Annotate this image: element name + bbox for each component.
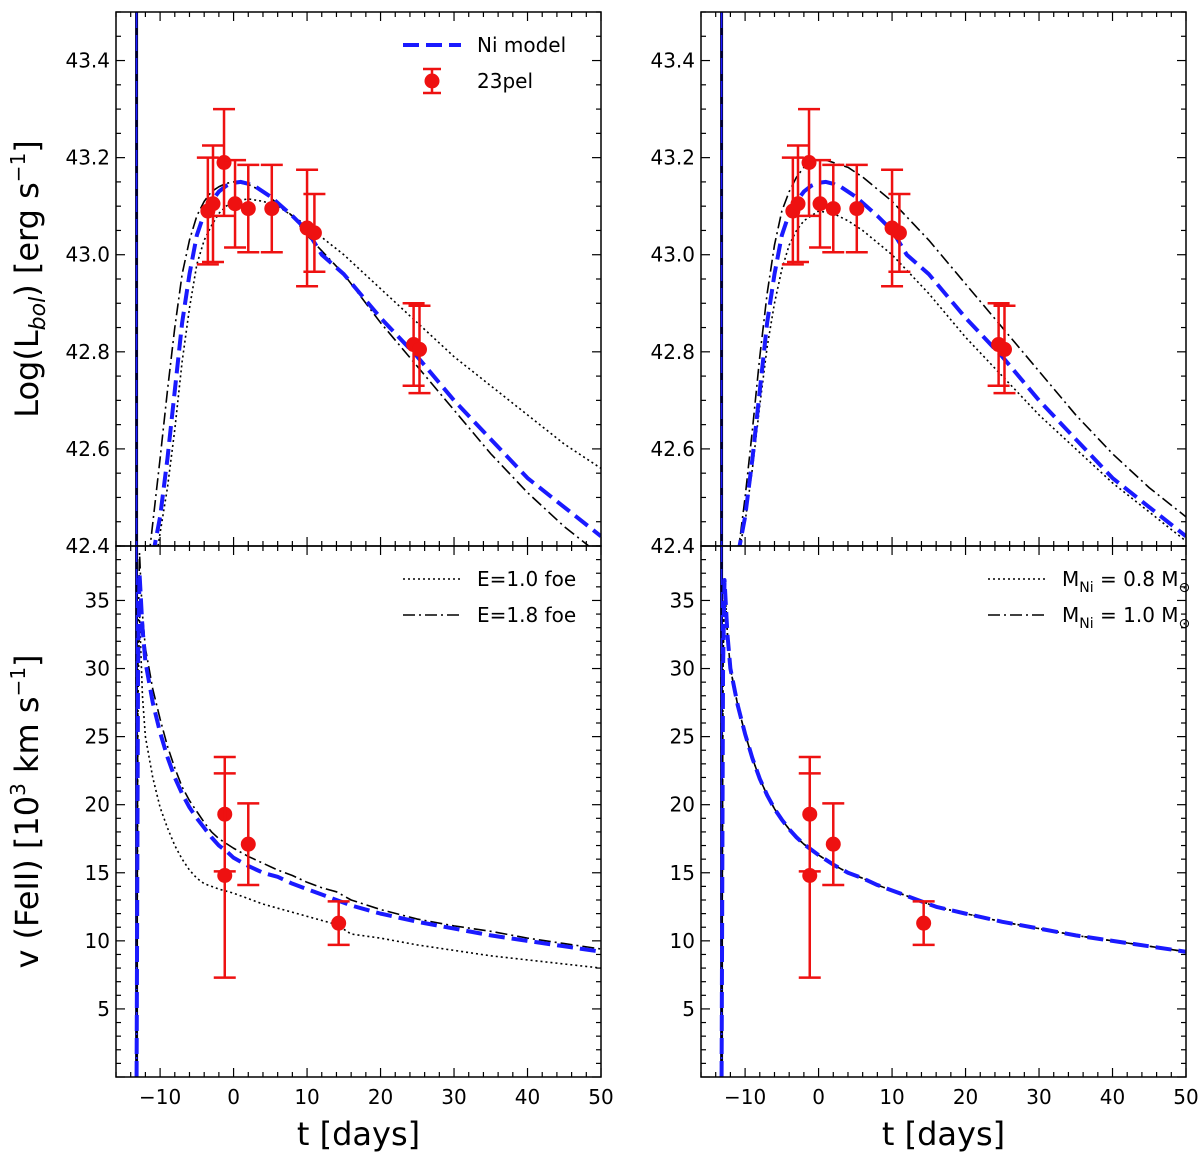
- panel-bottom-left: −10 0 10 20 30 40 50 5 10 15 20 25 30 35 t [days] v (Fe…: [6, 545, 614, 1153]
- x-tick-label: −10: [724, 1085, 766, 1109]
- x-tick-label: 40: [1100, 1085, 1125, 1109]
- y-tick-label: 5: [682, 997, 695, 1021]
- series-line-dotted: [157, 198, 601, 546]
- series-line-dashed: [719, 578, 1186, 1077]
- series-line-dotted: [739, 210, 1186, 546]
- data-point: [411, 341, 427, 357]
- data-point: [825, 836, 841, 852]
- x-tick-label: 20: [953, 1085, 978, 1109]
- x-tick-label: 30: [441, 1085, 466, 1109]
- data-point: [916, 915, 932, 931]
- data-point: [790, 196, 806, 212]
- y-tick-label: 35: [670, 588, 695, 612]
- x-tick-label: 50: [588, 1085, 613, 1109]
- y-tick-label: 25: [85, 725, 110, 749]
- plot-area: [719, 546, 1186, 1077]
- data-point: [240, 201, 256, 217]
- panel-top-right: 42.6 42.8 43.0 43.2 43.4 42.4: [650, 11, 1187, 558]
- data-point: [996, 341, 1012, 357]
- legend: E=1.0 foe E=1.8 foe: [403, 567, 576, 627]
- y-tick-label: 42.4: [650, 534, 695, 558]
- data-point: [891, 225, 907, 241]
- plot-area: [134, 546, 601, 1077]
- data-point: [205, 196, 221, 212]
- y-tick-label: 42.6: [65, 437, 110, 461]
- series-line-dashed: [134, 571, 601, 1077]
- data-point: [227, 196, 243, 212]
- x-axis-label: t [days]: [297, 1115, 420, 1153]
- legend-label: E=1.8 foe: [477, 603, 576, 627]
- y-tick-label: 15: [670, 861, 695, 885]
- y-tick-label: 42.8: [650, 340, 695, 364]
- axes-frame: [700, 545, 1187, 1078]
- panel-bottom-right: −10 0 10 20 30 40 50 5 10 15 20 25 30 35 t [days] MNi =…: [670, 545, 1199, 1153]
- x-axis-label: t [days]: [882, 1115, 1005, 1153]
- series-line-dashdot: [149, 181, 591, 546]
- panel-top-left: 42.6 42.8 43.0 43.2 43.4 42.4 Log(Lbol) [erg s…: [6, 11, 602, 558]
- series-line-dashdot: [135, 552, 601, 1077]
- y-tick-label: 30: [670, 657, 695, 681]
- y-tick-label: 43.4: [65, 49, 110, 73]
- y-tick-label: 5: [97, 997, 110, 1021]
- legend-label: MNi = 1.0 M⊙: [1062, 603, 1190, 632]
- x-tick-label: 20: [368, 1085, 393, 1109]
- legend: MNi = 0.8 M⊙ MNi = 1.0 M⊙: [988, 567, 1190, 632]
- y-tick-label: 42.8: [65, 340, 110, 364]
- x-tick-label: 10: [294, 1085, 319, 1109]
- y-tick-label: 42.6: [650, 437, 695, 461]
- axes-frame: [115, 545, 602, 1078]
- legend-label: 23pel: [477, 69, 533, 93]
- plot-area: [135, 12, 601, 546]
- x-tick-label: 0: [812, 1085, 825, 1109]
- y-tick-label: 20: [85, 793, 110, 817]
- y-tick-label: 20: [670, 793, 695, 817]
- y-tick-label: 10: [670, 929, 695, 953]
- y-tick-label: 42.4: [65, 534, 110, 558]
- y-tick-label: 43.2: [65, 146, 110, 170]
- legend-label: Ni model: [477, 33, 566, 57]
- data-point: [812, 196, 828, 212]
- y-tick-label: 43.4: [650, 49, 695, 73]
- data-point: [264, 201, 280, 217]
- data-point: [216, 154, 232, 170]
- x-tick-label: 40: [515, 1085, 540, 1109]
- legend-label: MNi = 0.8 M⊙: [1062, 567, 1190, 596]
- x-tick-label: 50: [1173, 1085, 1198, 1109]
- y-tick-label: 10: [85, 929, 110, 953]
- data-point: [331, 915, 347, 931]
- x-tick-label: 30: [1026, 1085, 1051, 1109]
- data-point: [802, 867, 818, 883]
- data-point: [849, 201, 865, 217]
- y-tick-label: 43.0: [65, 243, 110, 267]
- y-axis-label: v (FeII) [103 km s−1]: [6, 654, 46, 968]
- data-point: [217, 867, 233, 883]
- y-tick-label: 43.2: [650, 146, 695, 170]
- x-tick-label: 0: [227, 1085, 240, 1109]
- y-axis-label: Log(Lbol) [erg s−1]: [6, 140, 51, 418]
- y-tick-label: 15: [85, 861, 110, 885]
- legend-label: E=1.0 foe: [477, 567, 576, 591]
- legend: Ni model 23pel: [403, 33, 566, 95]
- y-tick-label: 43.0: [650, 243, 695, 267]
- y-tick-label: 30: [85, 657, 110, 681]
- x-tick-label: 10: [879, 1085, 904, 1109]
- series-line-dashed: [737, 179, 1186, 546]
- data-point: [240, 836, 256, 852]
- y-tick-label: 35: [85, 588, 110, 612]
- data-point: [306, 225, 322, 241]
- data-point: [825, 201, 841, 217]
- series-line-dotted: [135, 613, 601, 1077]
- plot-area: [720, 12, 1186, 546]
- x-tick-label: −10: [139, 1085, 181, 1109]
- series-line-dashed: [152, 179, 601, 546]
- legend-marker: [424, 73, 440, 89]
- y-tick-label: 25: [670, 725, 695, 749]
- data-point: [801, 154, 817, 170]
